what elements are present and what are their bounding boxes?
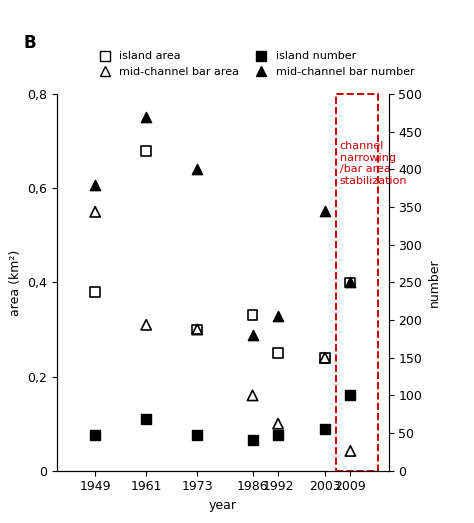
Y-axis label: number: number bbox=[428, 258, 441, 306]
Point bbox=[321, 207, 328, 215]
Point bbox=[193, 431, 201, 439]
Point bbox=[193, 325, 201, 334]
Legend: island area, mid-channel bar area, island number, mid-channel bar number: island area, mid-channel bar area, islan… bbox=[89, 47, 419, 82]
Point bbox=[321, 354, 328, 362]
Point bbox=[274, 419, 282, 428]
Y-axis label: area (km²): area (km²) bbox=[9, 249, 22, 315]
Point bbox=[142, 415, 150, 423]
X-axis label: year: year bbox=[209, 499, 237, 512]
Point bbox=[346, 391, 354, 400]
Point bbox=[346, 278, 354, 287]
Point bbox=[274, 349, 282, 357]
Point bbox=[91, 431, 99, 439]
Point bbox=[193, 325, 201, 334]
Text: B: B bbox=[24, 34, 36, 52]
Text: channel
narrowing
/bar area
stabilization: channel narrowing /bar area stabilizatio… bbox=[340, 141, 407, 186]
Point bbox=[91, 288, 99, 296]
Point bbox=[249, 331, 256, 339]
Point bbox=[346, 447, 354, 455]
Point bbox=[321, 424, 328, 433]
Point bbox=[91, 208, 99, 216]
Point bbox=[91, 180, 99, 189]
Point bbox=[249, 436, 256, 444]
Point bbox=[142, 146, 150, 155]
Point bbox=[321, 354, 328, 362]
Point bbox=[274, 312, 282, 321]
Point bbox=[142, 112, 150, 121]
Point bbox=[249, 311, 256, 320]
Bar bbox=[336, 94, 378, 471]
Point bbox=[193, 165, 201, 174]
Point bbox=[249, 391, 256, 400]
Point bbox=[346, 278, 354, 287]
Point bbox=[274, 431, 282, 439]
Point bbox=[142, 321, 150, 329]
